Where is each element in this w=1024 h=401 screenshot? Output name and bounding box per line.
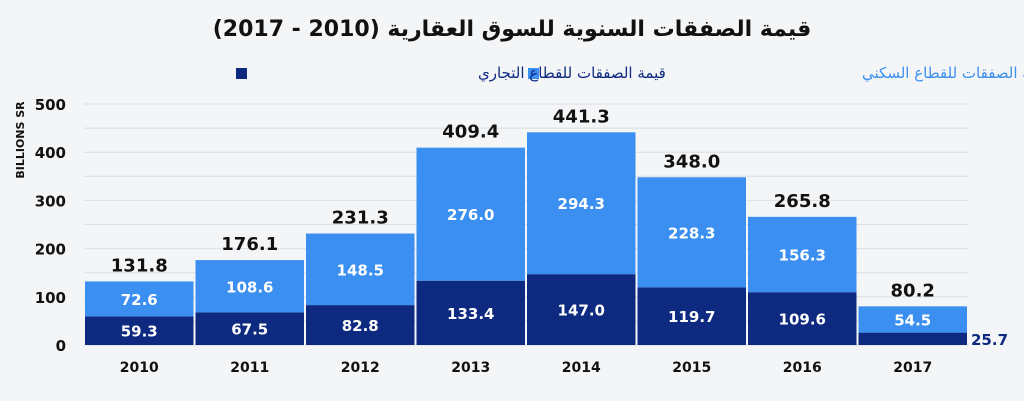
- bar-residential-2011: [195, 260, 304, 313]
- y-tick-label: 400: [35, 144, 66, 162]
- y-tick-label: 0: [56, 337, 66, 355]
- data-label-commercial: 59.3: [121, 323, 158, 341]
- data-label-total: 265.8: [774, 191, 831, 212]
- data-label-total: 231.3: [332, 208, 389, 229]
- y-axis-label: BILLIONS SR: [14, 101, 27, 179]
- bar-commercial-2010: [85, 316, 194, 345]
- bar-residential-2013: [416, 147, 525, 281]
- bar-residential-2015: [637, 177, 746, 288]
- data-label-total: 348.0: [663, 151, 720, 172]
- legend: قيمة الصفقات للقطاع السكني قيمة الصفقات …: [236, 64, 1024, 83]
- x-tick-label: 2014: [562, 360, 601, 376]
- data-label-residential: 276.0: [447, 206, 494, 224]
- x-tick-label: 2013: [451, 360, 490, 376]
- data-label-total: 131.8: [111, 255, 168, 276]
- x-tick-label: 2010: [120, 360, 159, 376]
- bar-commercial-2015: [637, 287, 746, 345]
- data-label-residential: 148.5: [337, 261, 384, 279]
- data-label-residential: 228.3: [668, 224, 715, 242]
- bar-commercial-2017: [858, 332, 967, 345]
- legend-swatch-residential: [528, 68, 539, 79]
- x-tick-label: 2015: [672, 360, 711, 376]
- data-label-residential: 156.3: [779, 247, 826, 265]
- legend-swatch-commercial: [236, 68, 247, 79]
- y-tick-label: 100: [35, 289, 66, 307]
- data-label-residential: 72.6: [121, 291, 158, 309]
- x-tick-label: 2011: [230, 360, 269, 376]
- data-label-commercial: 25.7: [971, 331, 1008, 349]
- bar-commercial-2013: [416, 280, 525, 345]
- x-tick-label: 2016: [783, 360, 822, 376]
- y-tick-label: 200: [35, 241, 66, 259]
- x-tick-label: 2012: [341, 360, 380, 376]
- y-tick-label: 500: [35, 96, 66, 114]
- data-label-residential: 54.5: [894, 311, 931, 329]
- data-label-commercial: 109.6: [779, 311, 826, 329]
- data-label-residential: 294.3: [558, 195, 605, 213]
- data-label-commercial: 133.4: [447, 305, 494, 323]
- bar-residential-2014: [527, 132, 636, 275]
- data-label-residential: 108.6: [226, 278, 273, 296]
- bar-residential-2016: [748, 216, 857, 293]
- legend-label-commercial: قيمة الصفقات للقطاع التجاري: [478, 64, 666, 83]
- data-label-commercial: 119.7: [668, 308, 715, 326]
- bar-commercial-2016: [748, 292, 857, 345]
- data-label-total: 80.2: [891, 280, 935, 301]
- bar-commercial-2012: [306, 305, 415, 345]
- bar-residential-2012: [306, 233, 415, 306]
- bar-commercial-2014: [527, 274, 636, 345]
- data-label-commercial: 82.8: [342, 317, 379, 335]
- chart-title: قيمة الصفقات السنوية للسوق العقارية (201…: [213, 17, 812, 42]
- data-label-total: 409.4: [442, 122, 499, 143]
- data-label-commercial: 67.5: [231, 321, 268, 339]
- x-tick-label: 2017: [893, 360, 932, 376]
- data-label-total: 176.1: [221, 234, 278, 255]
- bar-residential-2010: [85, 281, 194, 317]
- data-label-total: 441.3: [553, 106, 610, 127]
- data-label-commercial: 147.0: [558, 302, 605, 320]
- bar-commercial-2011: [195, 312, 304, 345]
- y-tick-label: 300: [35, 192, 66, 210]
- legend-label-residential: قيمة الصفقات للقطاع السكني: [862, 64, 1024, 83]
- bar-residential-2017: [858, 306, 967, 333]
